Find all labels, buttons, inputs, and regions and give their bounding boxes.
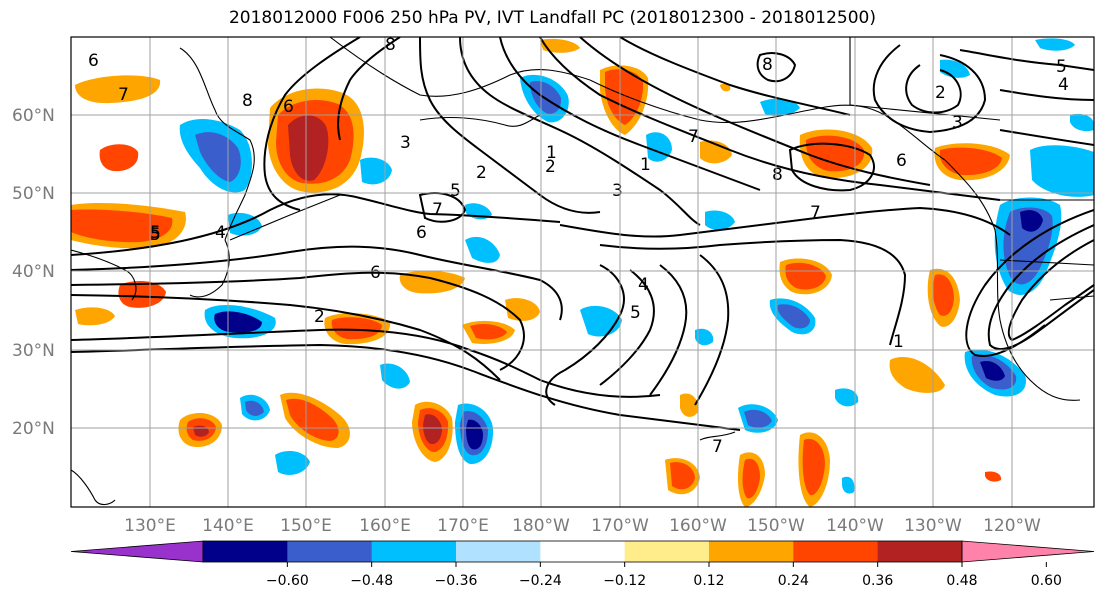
contour-label: 7 — [688, 127, 699, 147]
colorbar-extend-low — [70, 540, 204, 563]
contour-label: 6 — [283, 97, 294, 117]
lon-label: 160°W — [669, 516, 727, 536]
colorbar-swatch — [793, 541, 879, 562]
contour-label: 6 — [370, 263, 381, 283]
colorbar-tick-label: −0.48 — [350, 573, 393, 589]
contour-label: 1 — [893, 332, 904, 352]
colorbar-swatch — [456, 541, 541, 562]
map-title: 2018012000 F006 250 hPa PV, IVT Landfall… — [228, 8, 876, 28]
contour-label: 2 — [935, 83, 946, 103]
colorbar-swatch — [877, 541, 963, 562]
colorbar: −0.60 −0.48 −0.36 −0.24 −0.12 0.12 0.24 0.36 0.4… — [70, 540, 1095, 589]
contour-label: 4 — [1058, 75, 1069, 95]
contour-label: 5 — [450, 181, 461, 201]
contour-label: 2 — [476, 163, 487, 183]
colorbar-swatch — [371, 541, 457, 562]
contour-label: 3 — [400, 133, 411, 153]
contour-label: 8 — [772, 165, 783, 185]
contour-label: 2 — [545, 157, 556, 177]
colorbar-tick-label: −0.12 — [603, 573, 646, 589]
lon-label: 160°E — [359, 516, 411, 536]
lat-label: 40°N — [12, 262, 55, 282]
contour-label: 3 — [612, 181, 623, 201]
contour-label: 4 — [638, 275, 649, 295]
lon-label: 150°E — [280, 516, 332, 536]
lon-label: 180°W — [512, 516, 570, 536]
contour-label: 7 — [432, 200, 443, 220]
contour-label: 1 — [546, 143, 557, 163]
colorbar-tick-label: −0.60 — [266, 573, 309, 589]
lon-label: 170°E — [437, 516, 489, 536]
latitude-axis: 60°N 50°N 40°N 30°N 20°N — [12, 106, 55, 439]
contour-label-group: 6 7 8 8 8 6 5 4 3 2 5 3 2 1 7 8 5 2 7 6 … — [88, 35, 1069, 457]
lon-label: 120°W — [983, 516, 1041, 536]
colorbar-swatch — [540, 541, 626, 562]
colorbar-tick-label: 0.60 — [1031, 573, 1062, 589]
lat-label: 30°N — [12, 341, 55, 361]
lat-label: 20°N — [12, 419, 55, 439]
colorbar-extend-high — [961, 540, 1095, 563]
lon-label: 130°E — [124, 516, 176, 536]
colorbar-tick-label: −0.36 — [435, 573, 478, 589]
colorbar-tick-label: 0.12 — [693, 573, 724, 589]
contour-label: 8 — [242, 91, 253, 111]
colorbar-swatch — [203, 541, 288, 562]
colorbar-swatch — [709, 541, 794, 562]
longitude-axis: 130°E 140°E 150°E 160°E 170°E 180°W 170°… — [124, 516, 1041, 536]
contour-label: 6 — [416, 223, 427, 243]
contour-label: 5 — [1056, 57, 1067, 77]
contour-label: 7 — [712, 437, 723, 457]
colorbar-tick-label: 0.48 — [946, 573, 977, 589]
contour-label: 6 — [88, 51, 99, 71]
contour-label: 5 — [150, 225, 161, 245]
colorbar-tick-label: 0.36 — [862, 573, 893, 589]
contour-label: 2 — [314, 307, 325, 327]
lat-label: 60°N — [12, 106, 55, 126]
lon-label: 130°W — [904, 516, 962, 536]
contour-label: 7 — [810, 203, 821, 223]
colorbar-swatch — [624, 541, 710, 562]
coastlines — [71, 37, 1094, 506]
plot-frame — [70, 36, 1095, 508]
lat-label: 50°N — [12, 184, 55, 204]
contour-label: 5 — [630, 303, 641, 323]
contour-label: 5 — [150, 223, 161, 243]
contour-label: 7 — [118, 85, 129, 105]
contour-label: 4 — [215, 223, 226, 243]
contour-label: 8 — [385, 35, 396, 55]
gridlines — [71, 37, 1094, 507]
lon-label: 140°W — [826, 516, 884, 536]
contour-label: 1 — [640, 155, 651, 175]
colorbar-swatch — [287, 541, 373, 562]
colorbar-tick-label: −0.24 — [519, 573, 562, 589]
colorbar-tick-label: 0.24 — [778, 573, 809, 589]
contour-label: 6 — [896, 151, 907, 171]
contour-label: 3 — [952, 113, 963, 133]
pv-contours — [71, 37, 1094, 431]
lon-label: 170°W — [591, 516, 649, 536]
lon-label: 150°W — [747, 516, 805, 536]
lon-label: 140°E — [202, 516, 254, 536]
contour-label: 8 — [762, 55, 773, 75]
